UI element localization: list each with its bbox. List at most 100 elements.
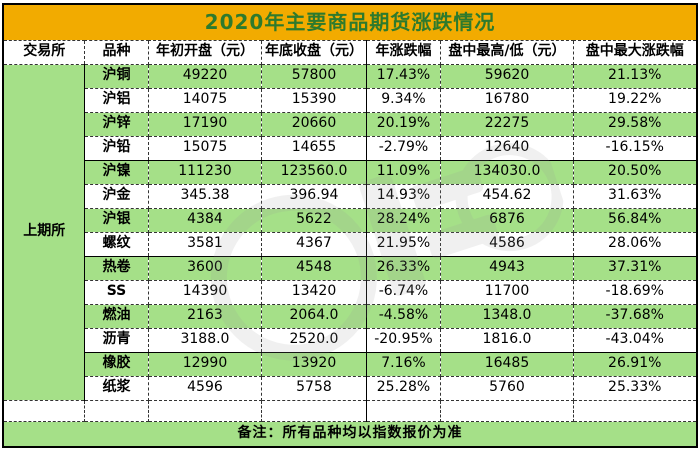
table-row: 燃油 2163 2064.0 -4.58% 1348.0 -37.68% bbox=[3, 303, 698, 329]
table-row: 沪镍 111230 123560.0 11.09% 134030.0 20.50… bbox=[3, 159, 698, 185]
cell-max-change: 31.63% bbox=[572, 183, 698, 209]
title-row: 2020年主要商品期货涨跌情况 bbox=[2, 3, 698, 41]
cell-max-change: 56.84% bbox=[572, 207, 698, 233]
cell-max-change: 25.33% bbox=[572, 375, 698, 401]
cell-open: 111230 bbox=[147, 159, 262, 185]
cell-close: 15390 bbox=[260, 87, 367, 113]
cell-close: 2064.0 bbox=[260, 303, 367, 329]
cell-variety: 沪镍 bbox=[83, 159, 149, 185]
cell-high-low: 6876 bbox=[439, 207, 574, 233]
cell-year-change: 28.24% bbox=[365, 207, 441, 233]
cell-year-change: 7.16% bbox=[365, 351, 441, 377]
cell-open: 3188.0 bbox=[147, 327, 262, 353]
exchange-cell: 上期所 bbox=[2, 63, 85, 401]
cell-high-low: 12640 bbox=[439, 135, 574, 161]
table-row: 螺纹 3581 4367 21.95% 4586 28.06% bbox=[3, 231, 698, 257]
column-header-close: 年底收盘（元） bbox=[260, 39, 367, 65]
futures-table: 2020年主要商品期货涨跌情况 交易所 品种 年初开盘（元） 年底收盘（元） 年… bbox=[2, 3, 698, 448]
cell-variety: 沪锌 bbox=[83, 111, 149, 137]
cell-variety: 燃油 bbox=[83, 303, 149, 329]
cell-year-change: 11.09% bbox=[365, 159, 441, 185]
cell-high-low: 5760 bbox=[439, 375, 574, 401]
table-row: 沥青 3188.0 2520.0 -20.95% 1816.0 -43.04% bbox=[3, 327, 698, 353]
cell-max-change: 19.22% bbox=[572, 87, 698, 113]
cell-year-change: 9.34% bbox=[365, 87, 441, 113]
cell-high-low: 4586 bbox=[439, 231, 574, 257]
cell-close: 2520.0 bbox=[260, 327, 367, 353]
cell-open: 4384 bbox=[147, 207, 262, 233]
cell-open: 4596 bbox=[147, 375, 262, 401]
cell-variety: 纸浆 bbox=[83, 375, 149, 401]
cell-open: 17190 bbox=[147, 111, 262, 137]
table-title: 2020年主要商品期货涨跌情况 bbox=[2, 3, 698, 41]
column-header-variety: 品种 bbox=[83, 39, 149, 65]
cell-high-low: 454.62 bbox=[439, 183, 574, 209]
cell-high-low: 11700 bbox=[439, 279, 574, 305]
cell-year-change: 20.19% bbox=[365, 111, 441, 137]
table-row: 纸浆 4596 5758 25.28% 5760 25.33% bbox=[3, 375, 698, 401]
table-row: 上期所 沪铜 49220 57800 17.43% 59620 21.13% bbox=[2, 63, 698, 401]
cell-close: 13920 bbox=[260, 351, 367, 377]
page: { "header": { "title": "2020年主要商品期货涨跌情况"… bbox=[0, 3, 700, 456]
cell-high-low: 22275 bbox=[439, 111, 574, 137]
column-header-exchange: 交易所 bbox=[2, 39, 85, 65]
cell-year-change: -6.74% bbox=[365, 279, 441, 305]
cell-open: 49220 bbox=[147, 63, 262, 89]
column-header-open: 年初开盘（元） bbox=[147, 39, 262, 65]
cell-close: 4548 bbox=[260, 255, 367, 281]
cell-max-change: 29.58% bbox=[572, 111, 698, 137]
table-row: 沪锌 17190 20660 20.19% 22275 29.58% bbox=[3, 111, 698, 137]
cell-year-change: 21.95% bbox=[365, 231, 441, 257]
column-header-high-low: 盘中最高/低（元） bbox=[439, 39, 574, 65]
cell-open: 14075 bbox=[147, 87, 262, 113]
cell-max-change: 20.50% bbox=[572, 159, 698, 185]
column-header-row: 交易所 品种 年初开盘（元） 年底收盘（元） 年涨跌幅 盘中最高/低（元） 盘中… bbox=[2, 39, 698, 65]
cell-high-low: 16780 bbox=[439, 87, 574, 113]
cell-variety: 橡胶 bbox=[83, 351, 149, 377]
cell-high-low: 1816.0 bbox=[439, 327, 574, 353]
cell-open: 12990 bbox=[147, 351, 262, 377]
cell-open: 345.38 bbox=[147, 183, 262, 209]
cell-variety: 热卷 bbox=[83, 255, 149, 281]
cell-high-low: 134030.0 bbox=[439, 159, 574, 185]
cell-variety: 沪铅 bbox=[83, 135, 149, 161]
cell-variety: 沪金 bbox=[83, 183, 149, 209]
cell-close: 5622 bbox=[260, 207, 367, 233]
cell-open: 3600 bbox=[147, 255, 262, 281]
cell-variety: 沪铜 bbox=[83, 63, 149, 89]
cell-max-change: -37.68% bbox=[572, 303, 698, 329]
cell-high-low: 59620 bbox=[439, 63, 574, 89]
cell-max-change: -18.69% bbox=[572, 279, 698, 305]
cell-close: 396.94 bbox=[260, 183, 367, 209]
cell-year-change: 26.33% bbox=[365, 255, 441, 281]
spacer-row bbox=[2, 399, 698, 422]
cell-open: 15075 bbox=[147, 135, 262, 161]
cell-variety: 沪银 bbox=[83, 207, 149, 233]
cell-year-change: -4.58% bbox=[365, 303, 441, 329]
table-row: 橡胶 12990 13920 7.16% 16485 26.91% bbox=[3, 351, 698, 377]
cell-year-change: -2.79% bbox=[365, 135, 441, 161]
cell-close: 4367 bbox=[260, 231, 367, 257]
table-row: 沪铝 14075 15390 9.34% 16780 19.22% bbox=[3, 87, 698, 113]
cell-year-change: 17.43% bbox=[365, 63, 441, 89]
cell-high-low: 4943 bbox=[439, 255, 574, 281]
cell-year-change: 25.28% bbox=[365, 375, 441, 401]
cell-max-change: 37.31% bbox=[572, 255, 698, 281]
cell-close: 123560.0 bbox=[260, 159, 367, 185]
cell-close: 14655 bbox=[260, 135, 367, 161]
table-row: 沪金 345.38 396.94 14.93% 454.62 31.63% bbox=[3, 183, 698, 209]
cell-variety: SS bbox=[83, 279, 149, 305]
cell-close: 20660 bbox=[260, 111, 367, 137]
column-header-max-change: 盘中最大涨跌幅 bbox=[572, 39, 698, 65]
cell-high-low: 1348.0 bbox=[439, 303, 574, 329]
cell-year-change: -20.95% bbox=[365, 327, 441, 353]
cell-max-change: 28.06% bbox=[572, 231, 698, 257]
cell-max-change: -43.04% bbox=[572, 327, 698, 353]
cell-close: 13420 bbox=[260, 279, 367, 305]
table-row: 沪银 4384 5622 28.24% 6876 56.84% bbox=[3, 207, 698, 233]
cell-close: 5758 bbox=[260, 375, 367, 401]
cell-variety: 沥青 bbox=[83, 327, 149, 353]
cell-max-change: -16.15% bbox=[572, 135, 698, 161]
note-row: 备注：所有品种均以指数报价为准 bbox=[2, 420, 698, 448]
cell-open: 3581 bbox=[147, 231, 262, 257]
